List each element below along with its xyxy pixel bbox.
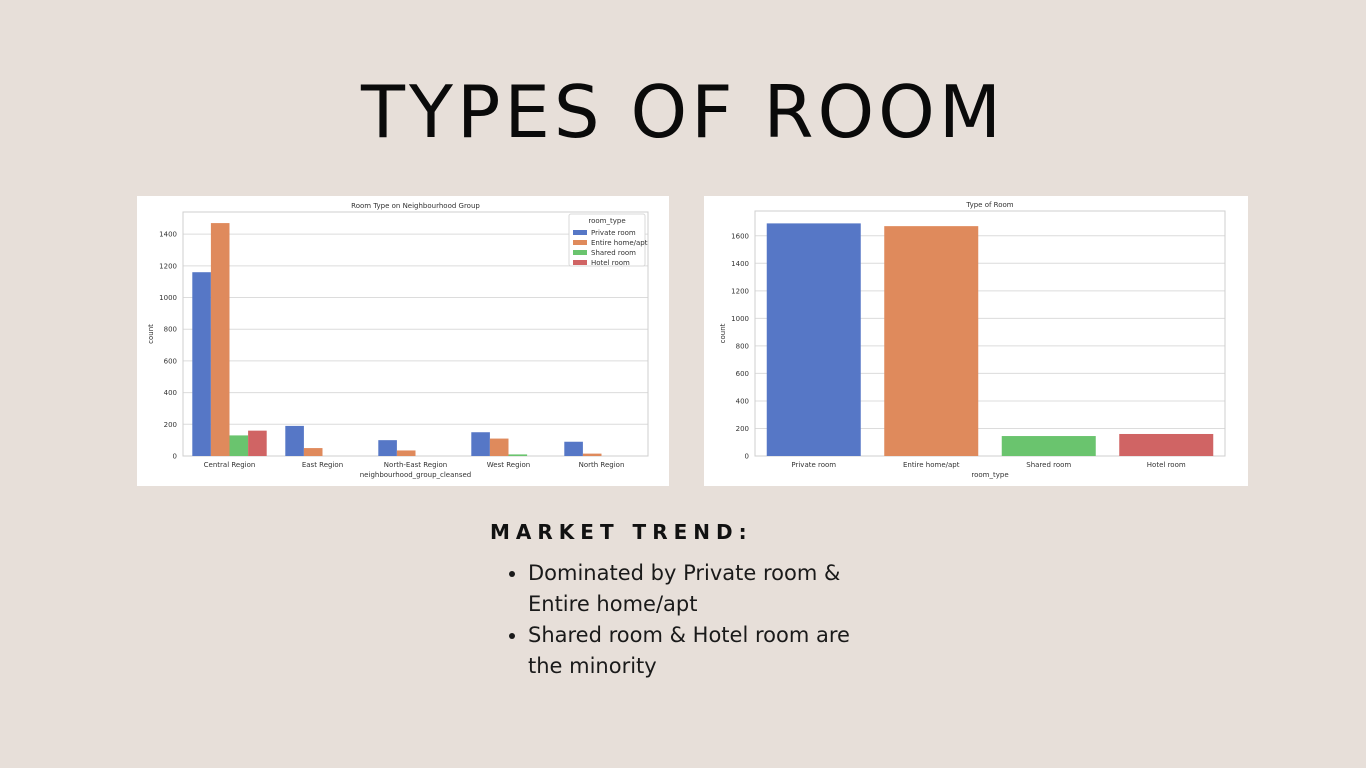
bar: [1001, 436, 1096, 456]
y-tick-label: 1200: [159, 262, 177, 270]
bar: [396, 450, 416, 456]
x-tick-label: Private room: [791, 461, 836, 469]
bar: [564, 441, 583, 456]
legend-swatch: [573, 240, 587, 245]
y-tick-label: 1600: [731, 232, 749, 240]
y-tick-label: 800: [736, 342, 749, 350]
x-tick-label: Central Region: [204, 461, 256, 469]
bar-chart-svg: 0 200 400 600 800 1000 1200 1400 1600 Type of Roo…: [719, 201, 1226, 479]
y-axis-label: count: [147, 324, 155, 344]
bar: [582, 453, 602, 456]
market-trend-bullet: Dominated by Private room & Entire home/…: [528, 558, 858, 620]
legend-swatch: [573, 250, 587, 255]
legend-box: [568, 213, 646, 267]
bar: [1119, 433, 1214, 456]
y-tick-label: 600: [164, 357, 177, 365]
bar: [508, 454, 528, 456]
bar: [471, 432, 490, 456]
bar: [229, 435, 249, 456]
plot-frame: [754, 210, 1226, 457]
bar: [210, 223, 230, 456]
y-tick-label: 400: [736, 397, 749, 405]
x-axis-label: neighbourhood_group_cleansed: [360, 471, 471, 479]
market-trend-list: Dominated by Private room & Entire home/…: [490, 558, 990, 682]
legend-label: Entire home/apt: [591, 239, 648, 247]
bar: [248, 430, 267, 456]
y-tick-label: 1400: [159, 231, 177, 239]
y-tick-label: 1000: [159, 294, 177, 302]
x-tick-label: Shared room: [1026, 461, 1071, 469]
bar: [489, 438, 509, 456]
y-tick-label: 800: [164, 326, 177, 334]
bar: [766, 223, 861, 456]
x-axis-label: room_type: [971, 471, 1008, 479]
bar: [884, 226, 979, 456]
y-axis-label: count: [719, 323, 727, 343]
bar: [285, 425, 304, 456]
slide-title: TYPES OF ROOM: [361, 70, 1005, 154]
chart-title: Room Type on Neighbourhood Group: [351, 202, 480, 210]
legend-swatch: [573, 230, 587, 235]
legend-title: room_type: [588, 217, 625, 225]
y-tick-label: 200: [164, 421, 177, 429]
y-tick-label: 400: [164, 389, 177, 397]
bar: [378, 440, 397, 456]
y-tick-label: 200: [736, 425, 749, 433]
x-tick-label: Hotel room: [1147, 461, 1186, 469]
x-tick-label: West Region: [487, 461, 530, 469]
x-tick-label: East Region: [302, 461, 343, 469]
market-trend-section: MARKET TREND: Dominated by Private room …: [490, 520, 990, 682]
y-tick-label: 1200: [731, 287, 749, 295]
grouped-bar-chart-svg: 0 200 400 600 800 1000 1200 1400 Room Type on Ne…: [147, 202, 649, 479]
y-tick-label: 1400: [731, 260, 749, 268]
market-trend-bullet: Shared room & Hotel room are the minorit…: [528, 620, 858, 682]
chart-title: Type of Room: [965, 201, 1013, 209]
market-trend-heading: MARKET TREND:: [490, 520, 753, 544]
x-tick-label: North-East Region: [384, 461, 447, 469]
y-tick-label: 0: [173, 453, 177, 461]
legend-label: Private room: [591, 229, 636, 237]
y-tick-label: 0: [745, 453, 749, 461]
legend-swatch: [573, 260, 587, 265]
bar: [303, 448, 323, 456]
legend-label: Hotel room: [591, 259, 630, 267]
x-tick-label: Entire home/apt: [903, 461, 960, 469]
room-type-by-neighbourhood-chart: 0 200 400 600 800 1000 1200 1400 Room Type on Ne…: [137, 196, 669, 486]
x-tick-label: North Region: [579, 461, 625, 469]
y-tick-label: 600: [736, 370, 749, 378]
bar: [192, 272, 211, 456]
type-of-room-chart: 0 200 400 600 800 1000 1200 1400 1600 Type of Roo…: [704, 196, 1248, 486]
legend-label: Shared room: [591, 249, 636, 257]
y-tick-label: 1000: [731, 315, 749, 323]
